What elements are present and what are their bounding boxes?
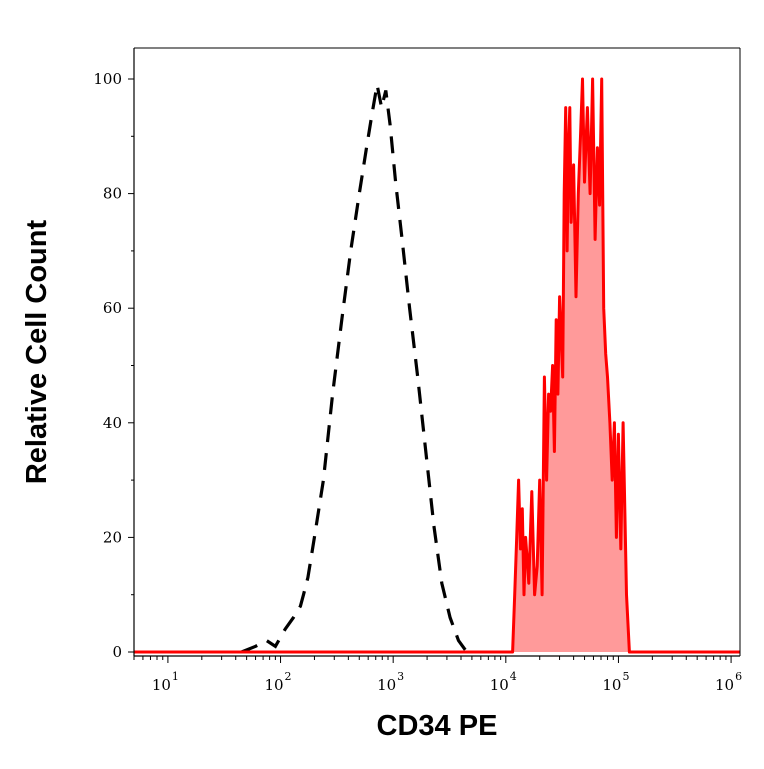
plot-area: [134, 77, 740, 654]
x-tick-exponent: 6: [735, 670, 742, 683]
x-tick-label: 10: [715, 676, 734, 694]
y-tick-label: 60: [103, 299, 122, 317]
series-1-line: [134, 77, 740, 654]
y-tick-label: 100: [93, 70, 122, 88]
x-axis-title: CD34 PE: [377, 710, 498, 742]
y-tick-label: 40: [103, 414, 122, 432]
y-tick-label: 80: [103, 185, 122, 203]
x-tick-label: 10: [490, 676, 509, 694]
x-tick-label: 10: [602, 676, 621, 694]
x-tick-label: 10: [264, 676, 283, 694]
x-tick-exponent: 2: [285, 670, 292, 683]
y-tick-label: 0: [112, 643, 122, 661]
x-tick-exponent: 5: [622, 670, 629, 683]
y-tick-label: 20: [103, 528, 122, 546]
x-tick-label: 10: [152, 676, 171, 694]
series-0-line: [240, 84, 469, 654]
x-tick-exponent: 1: [172, 670, 179, 683]
series-1-fill: [134, 79, 740, 652]
x-tick-exponent: 4: [510, 670, 517, 683]
y-axis-title: Relative Cell Count: [21, 220, 53, 485]
x-tick-exponent: 3: [397, 670, 404, 683]
x-tick-label: 10: [377, 676, 396, 694]
